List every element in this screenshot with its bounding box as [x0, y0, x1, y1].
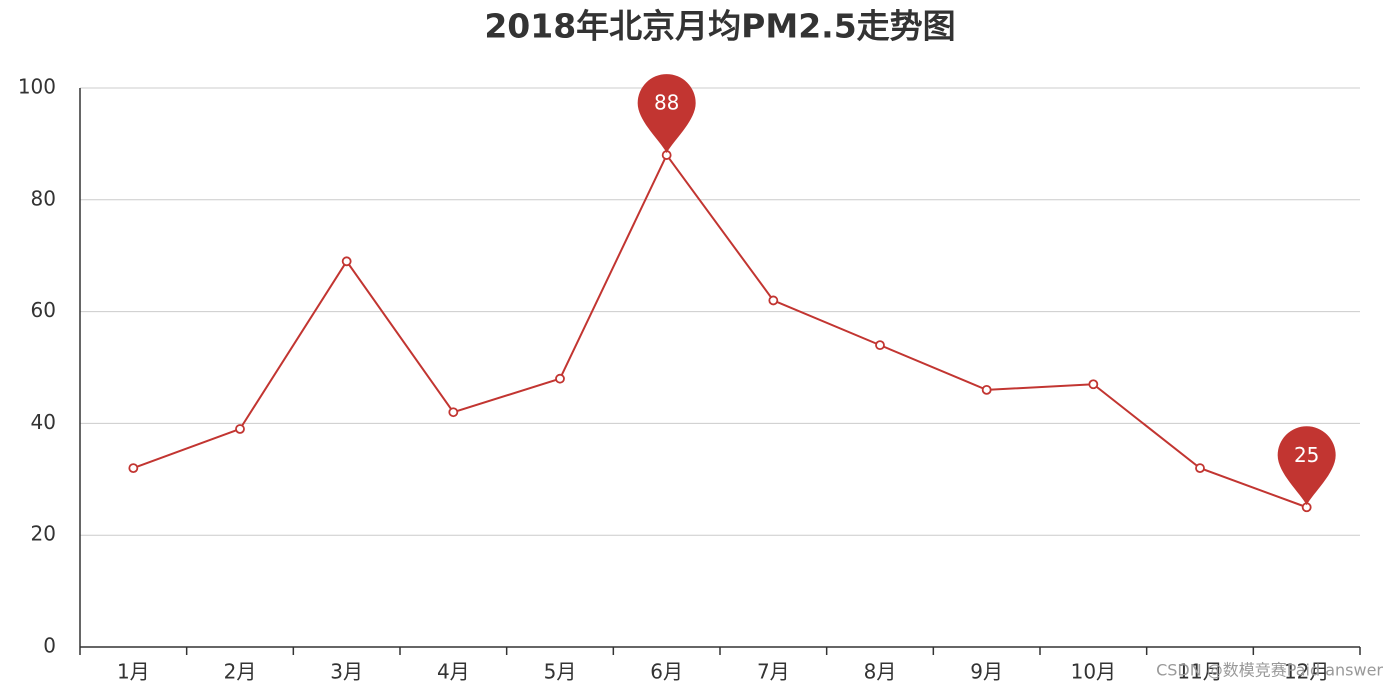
x-tick-label: 11月 [1177, 660, 1222, 684]
x-tick-label: 10月 [1071, 660, 1116, 684]
x-tick-label: 9月 [970, 660, 1003, 684]
y-tick-label: 80 [31, 186, 56, 210]
y-tick-label: 100 [18, 75, 56, 99]
x-tick-label: 2月 [224, 660, 257, 684]
x-tick-label: 5月 [544, 660, 577, 684]
point [981, 384, 992, 395]
x-tick-label: 4月 [437, 660, 470, 684]
point [555, 373, 565, 384]
y-tick-label: 40 [31, 410, 56, 434]
y-tick-label: 20 [31, 522, 56, 546]
x-tick-label: 8月 [864, 660, 897, 684]
point [768, 295, 779, 306]
chart-title: 2018年北京月均PM2.5走势图 [484, 7, 955, 46]
x-tick-label: 1月 [117, 660, 150, 684]
point [341, 256, 352, 267]
mark-pin [637, 74, 696, 154]
point [875, 340, 885, 351]
x-tick-label: 6月 [650, 660, 683, 684]
line [132, 153, 1308, 509]
mark-pin [1277, 426, 1336, 506]
point [1088, 379, 1099, 390]
watermark: CSDN @数模竞赛Paid answer [1156, 661, 1383, 680]
point [1195, 463, 1205, 474]
point [448, 407, 459, 418]
x-tick-label: 3月 [330, 660, 363, 684]
point [128, 463, 139, 474]
mark-pin-label: 88 [654, 91, 679, 115]
y-tick-label: 60 [31, 298, 56, 322]
y-tick-label: 0 [43, 634, 56, 658]
x-tick-label: 7月 [757, 660, 790, 684]
mark-pin-label: 25 [1294, 443, 1319, 467]
x-tick-label: 12月 [1284, 660, 1329, 684]
point [235, 424, 245, 434]
